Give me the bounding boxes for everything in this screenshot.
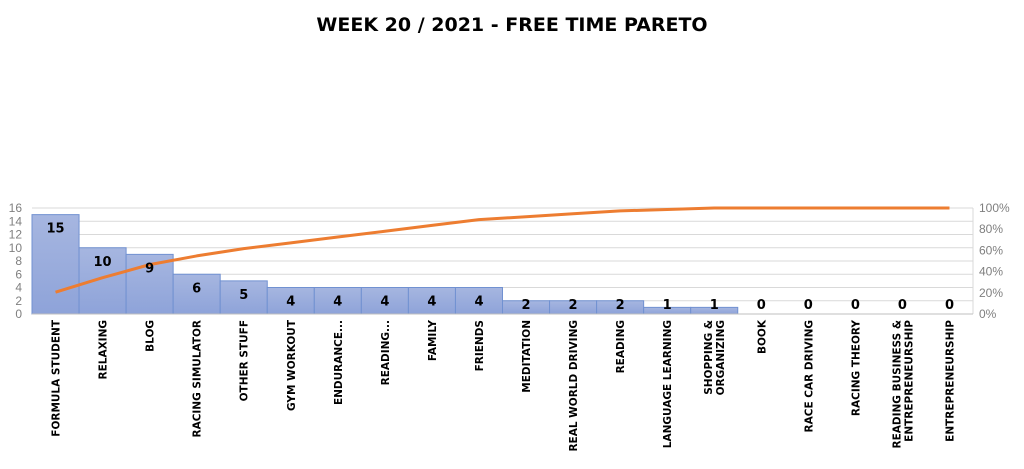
- y-tick-label: 4: [15, 281, 22, 295]
- category-label: OTHER STUFF: [239, 320, 251, 401]
- category-label: LANGUAGE LEARNING: [662, 320, 674, 448]
- y-tick-label: 0: [15, 307, 22, 321]
- data-label: 0: [945, 298, 954, 313]
- data-label: 1: [710, 298, 719, 313]
- category-label: FORMULA STUDENT: [51, 319, 63, 437]
- category-label-line: READING BUSINESS &: [891, 320, 903, 449]
- cumulative-line: [55, 206, 950, 294]
- category-label: READING: [615, 320, 627, 373]
- category-label-line: FORMULA STUDENT: [51, 319, 63, 437]
- category-label: READING BUSINESS &ENTREPRENEURSHIP: [891, 320, 915, 449]
- category-label-line: FAMILY: [427, 320, 439, 362]
- category-label-line: REAL WORLD DRIVING: [568, 320, 580, 452]
- data-label: 4: [286, 295, 295, 310]
- category-label-line: ENTREPRENEURSHIP: [944, 320, 956, 442]
- y2-tick-label: 60%: [979, 243, 1003, 257]
- y-tick-label: 14: [9, 214, 23, 228]
- category-label-line: LANGUAGE LEARNING: [662, 320, 674, 448]
- category-label: RELAXING: [98, 320, 110, 379]
- y2-tick-label: 0%: [979, 307, 997, 321]
- category-label-line: RACING THEORY: [850, 320, 862, 416]
- category-label: BLOG: [145, 320, 157, 352]
- data-label: 4: [333, 295, 342, 310]
- category-label-line: FRIENDS: [474, 320, 486, 371]
- category-label-line: MEDITATION: [521, 320, 533, 393]
- category-label: READING...: [380, 320, 392, 385]
- data-label: 5: [239, 288, 248, 303]
- data-label: 0: [757, 298, 766, 313]
- y-tick-label: 6: [15, 267, 22, 281]
- y2-tick-label: 20%: [979, 286, 1003, 300]
- category-label: BOOK: [756, 319, 768, 354]
- data-label: 2: [522, 298, 531, 313]
- data-label: 10: [94, 255, 112, 270]
- data-label: 2: [616, 298, 625, 313]
- category-label-line: GYM WORKOUT: [286, 319, 298, 411]
- data-label: 0: [804, 298, 813, 313]
- category-label-line: RELAXING: [98, 320, 110, 379]
- category-label-line: BOOK: [756, 319, 768, 354]
- data-label: 2: [569, 298, 578, 313]
- y-tick-label: 2: [15, 294, 22, 308]
- category-label-line: RACING SIMULATOR: [192, 320, 204, 438]
- y2-tick-label: 40%: [979, 265, 1003, 279]
- data-label: 0: [851, 298, 860, 313]
- category-label: RACING THEORY: [850, 320, 862, 416]
- data-label: 9: [145, 261, 154, 276]
- category-label-line: READING...: [380, 320, 392, 385]
- y-tick-label: 12: [9, 228, 23, 242]
- y-tick-label: 10: [9, 241, 23, 255]
- data-label: 6: [192, 281, 201, 296]
- category-label-line: BLOG: [145, 320, 157, 352]
- data-label: 15: [46, 222, 64, 237]
- category-label: MEDITATION: [521, 320, 533, 393]
- y2-tick-label: 100%: [979, 201, 1010, 215]
- category-label-line: ENDURANCE...: [333, 320, 345, 405]
- category-label-line: ENTREPRENEURSHIP: [903, 320, 915, 442]
- y-tick-label: 16: [9, 201, 23, 215]
- chart-title: WEEK 20 / 2021 - FREE TIME PARETO: [316, 14, 707, 36]
- data-label: 4: [427, 295, 436, 310]
- category-label: SHOPPING &ORGANIZING: [703, 320, 727, 395]
- category-label: ENDURANCE...: [333, 320, 345, 405]
- category-label-line: ORGANIZING: [715, 320, 727, 395]
- y-tick-label: 8: [15, 254, 22, 268]
- category-label-line: READING: [615, 320, 627, 373]
- category-label-line: OTHER STUFF: [239, 320, 251, 401]
- category-label: RACE CAR DRIVING: [803, 320, 815, 432]
- category-label-line: RACE CAR DRIVING: [803, 320, 815, 432]
- bar: [407, 287, 456, 315]
- category-label: FAMILY: [427, 320, 439, 362]
- data-label: 0: [898, 298, 907, 313]
- y2-tick-label: 80%: [979, 222, 1003, 236]
- data-label: 4: [474, 295, 483, 310]
- bar: [313, 287, 362, 315]
- category-label: GYM WORKOUT: [286, 319, 298, 411]
- category-label: FRIENDS: [474, 320, 486, 371]
- data-label: 1: [663, 298, 672, 313]
- category-label: REAL WORLD DRIVING: [568, 320, 580, 452]
- data-label: 4: [380, 295, 389, 310]
- category-label: RACING SIMULATOR: [192, 320, 204, 438]
- category-label-line: SHOPPING &: [703, 320, 715, 395]
- category-label: ENTREPRENEURSHIP: [944, 320, 956, 442]
